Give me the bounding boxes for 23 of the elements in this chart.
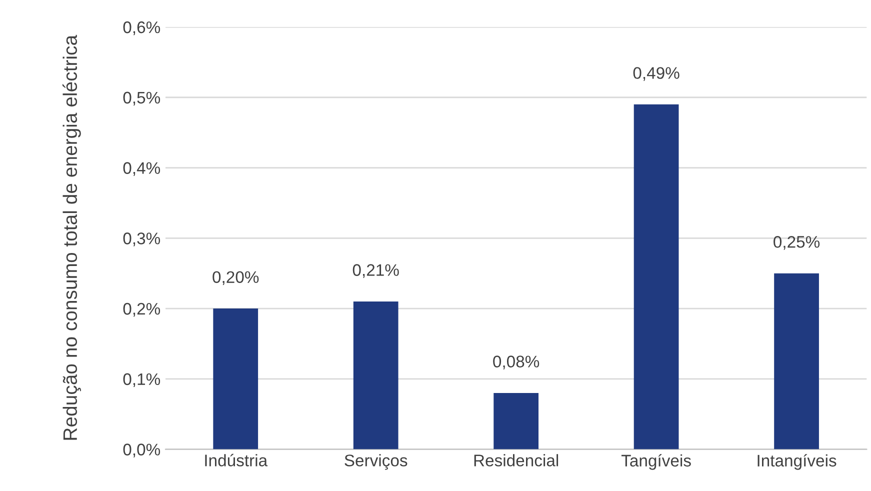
bar bbox=[353, 301, 398, 450]
data-label: 0,25% bbox=[774, 236, 820, 250]
y-tick-label: 0,3% bbox=[123, 232, 160, 246]
x-tick-label: Serviços bbox=[344, 454, 408, 470]
data-label: 0,21% bbox=[352, 264, 399, 278]
bar bbox=[634, 104, 679, 450]
data-label: 0,49% bbox=[633, 67, 680, 81]
bar bbox=[774, 273, 819, 450]
y-tick-label: 0,5% bbox=[123, 92, 160, 106]
x-tick-label: Indústria bbox=[205, 454, 268, 466]
bar bbox=[213, 308, 258, 450]
x-tick-label: Intangíveis bbox=[758, 454, 836, 470]
data-label: 0,20% bbox=[212, 271, 259, 285]
y-tick-label: 0,4% bbox=[123, 162, 160, 176]
x-tick-label: Tangíveis bbox=[621, 454, 691, 470]
x-tick-label: Residencial bbox=[474, 454, 558, 466]
y-axis-title: Redução no consumo total de energia eléctrica bbox=[62, 34, 81, 440]
y-tick-label: 0,2% bbox=[123, 302, 160, 317]
data-label: 0,08% bbox=[493, 356, 540, 370]
y-tick-label: 0,1% bbox=[123, 373, 160, 388]
y-tick-label: 0,6% bbox=[123, 21, 160, 36]
bar bbox=[494, 392, 539, 450]
y-tick-label: 0,0% bbox=[123, 444, 160, 458]
